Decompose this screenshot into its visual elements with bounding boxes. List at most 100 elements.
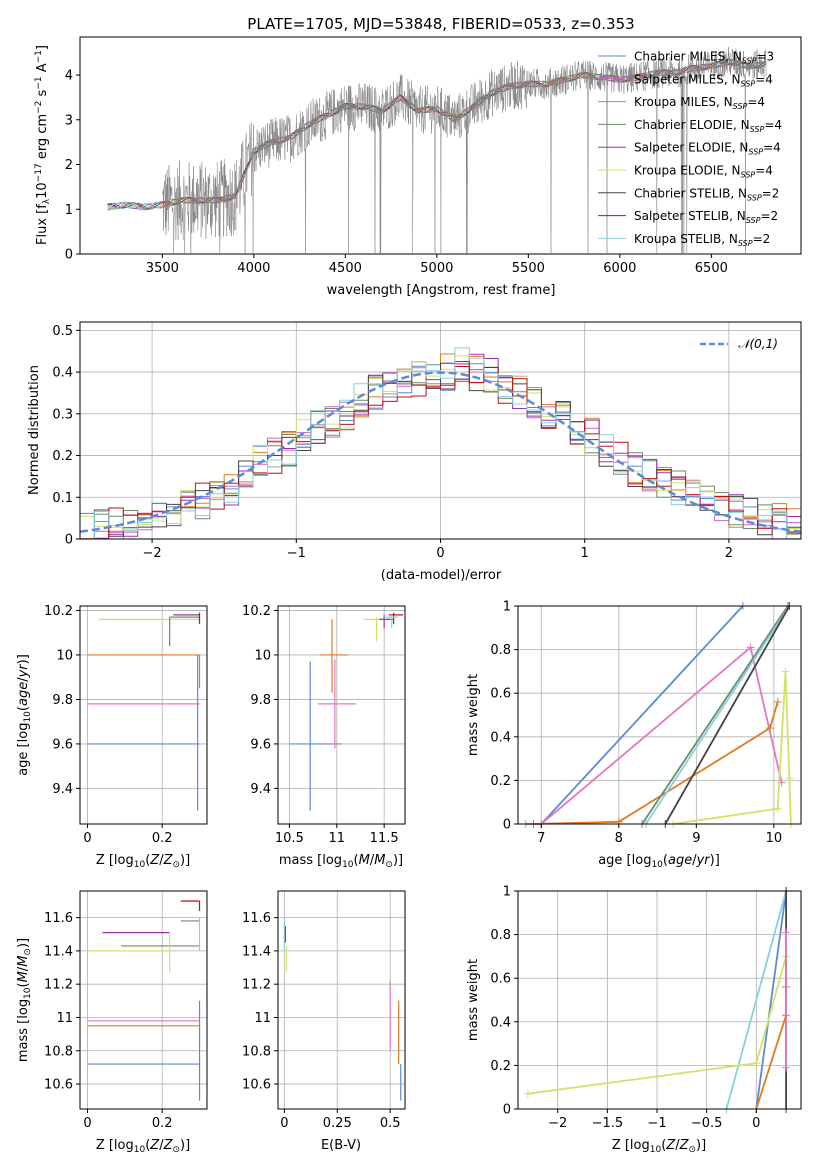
y-tick-label: 0.4 (490, 1015, 511, 1030)
y-tick-label: 1 (503, 885, 511, 900)
massweight-vs-age-ticks: 7 8 9 10 0 0.2 0.4 0.6 0.8 1 (490, 600, 782, 847)
figure-title: PLATE=1705, MJD=53848, FIBERID=0533, z=0… (247, 15, 634, 33)
x-tick-label: 1 (581, 546, 589, 561)
mass-vs-EBV-plot-area (283, 917, 402, 1101)
cumulative-weight-line (641, 605, 789, 825)
legend-label: Salpeter MILES, NSSP=4 (634, 72, 773, 88)
gaussian-curve (79, 371, 802, 533)
cumulative-weight-line (540, 605, 744, 825)
model-spectrum-blue-end (107, 200, 163, 211)
x-tick-label: 10.5 (275, 831, 304, 846)
y-tick-label: 0 (503, 1103, 511, 1118)
age-vs-mass-grid (278, 606, 405, 824)
y-tick-label: 11.2 (44, 978, 73, 993)
histogram-panel: −2 −1 0 1 2 0 0.1 0.2 0.3 0.4 0.5 (data-model)/err… (27, 321, 802, 583)
mass-vs-EBV-xlabel: E(B-V) (321, 1138, 361, 1153)
y-tick-label: 9.6 (52, 737, 73, 752)
y-tick-label: 1 (65, 203, 73, 218)
legend-label: Kroupa MILES, NSSP=4 (634, 95, 765, 111)
y-tick-label: 3 (65, 113, 73, 128)
massweight-vs-Z-ylabel: mass weight (466, 959, 481, 1041)
x-tick-label: 6000 (603, 261, 636, 276)
spectrum-panel: 3500 4000 4500 5000 5500 6000 6500 0 1 2 3 4 wavele… (34, 36, 802, 298)
histogram-legend: 𝒩(0,1) (700, 337, 778, 351)
x-tick-label: 4500 (329, 261, 362, 276)
y-tick-label: 10.6 (44, 1078, 73, 1093)
x-tick-label: 0 (436, 546, 444, 561)
y-tick-label: 9.8 (250, 693, 271, 708)
histogram-step (79, 366, 802, 540)
x-tick-label: 11 (328, 831, 345, 846)
age-vs-Z-axes-frame (79, 605, 208, 825)
massweight-vs-age-xlabel: age [log10(age/yr)] (598, 853, 720, 870)
spectrum-axes-frame (79, 36, 802, 255)
y-tick-label: 0.4 (52, 366, 73, 381)
legend-label: Kroupa STELIB, NSSP=2 (634, 232, 770, 248)
age-vs-mass-plot-area (289, 612, 404, 811)
legend-label: Salpeter STELIB, NSSP=2 (634, 209, 778, 225)
age-vs-mass-xlabel: mass [log10(M/M⊙)] (279, 853, 403, 870)
y-tick-label: 9.8 (52, 693, 73, 708)
x-tick-label: 9 (692, 831, 700, 846)
x-tick-label: 10 (766, 831, 783, 846)
age-vs-mass-axes-frame (277, 605, 406, 825)
y-tick-label: 10 (254, 648, 271, 663)
y-tick-label: 0.2 (490, 1059, 511, 1074)
x-tick-label: 11.5 (370, 831, 399, 846)
histogram-plot-area (79, 347, 802, 540)
mass-vs-Z-ylabel: mass [log10(M/M⊙)] (16, 938, 33, 1062)
y-tick-label: 9.4 (52, 782, 73, 797)
x-tick-label: 8 (615, 831, 623, 846)
y-tick-label: 11.4 (44, 944, 73, 959)
spectrum-ylabel: Flux [fλ10−17 erg cm−2 s−1 A−1] (34, 45, 52, 245)
massweight-vs-Z-plot-area (523, 887, 791, 1113)
y-tick-label: 0 (65, 248, 73, 263)
cumulative-weight-line (664, 605, 791, 825)
x-tick-label: 5500 (512, 261, 545, 276)
y-tick-label: 10.6 (242, 1078, 271, 1093)
mass-vs-Z-xlabel: Z [log10(Z/Z⊙)] (96, 1138, 190, 1155)
x-tick-label: −1.5 (592, 1116, 624, 1131)
mass-vs-Z-plot-area (87, 900, 201, 1101)
y-tick-label: 11.6 (44, 911, 73, 926)
y-tick-label: 0 (503, 818, 511, 833)
x-tick-label: −0.5 (691, 1116, 723, 1131)
cumulative-weight-line (645, 605, 791, 825)
y-tick-label: 0.8 (490, 928, 511, 943)
histogram-xlabel: (data-model)/error (381, 568, 502, 583)
legend-label: Chabrier STELIB, NSSP=2 (634, 186, 779, 202)
spectrum-xlabel: wavelength [Angstrom, rest frame] (327, 283, 556, 298)
y-tick-label: 11.4 (242, 944, 271, 959)
massweight-vs-age-ylabel: mass weight (466, 674, 481, 756)
y-tick-label: 10.2 (242, 604, 271, 619)
spectrum-legend: Chabrier MILES, NSSP=3 Salpeter MILES, NS… (598, 50, 782, 248)
spectrum-plot-area (107, 46, 767, 255)
x-tick-label: 0.5 (380, 1116, 401, 1131)
mass-vs-EBV-grid (278, 891, 405, 1109)
spectrum-ticks: 3500 4000 4500 5000 5500 6000 6500 0 1 2 3 4 (65, 69, 728, 276)
x-tick-label: −1 (647, 1116, 666, 1131)
age-vs-Z-ylabel: age [log10(age/yr)] (16, 654, 33, 776)
x-tick-label: −2 (548, 1116, 567, 1131)
y-tick-label: 1 (503, 600, 511, 615)
x-tick-label: 0.2 (152, 1116, 173, 1131)
x-tick-label: 2 (725, 546, 733, 561)
x-tick-label: 5000 (420, 261, 453, 276)
mass-vs-Z-grid (80, 891, 207, 1109)
y-tick-label: 2 (65, 158, 73, 173)
mass-vs-EBV-ticks: 0 0.25 0.5 10.6 10.8 11 11.2 11.4 11.6 (242, 911, 400, 1131)
y-tick-label: 0.3 (52, 407, 73, 422)
mass-vs-Z-axes-frame (79, 890, 208, 1110)
x-tick-label: 4000 (237, 261, 270, 276)
age-vs-Z-panel: 0 0.2 9.4 9.6 9.8 10 10.2 Z [log10(Z/Z⊙)] age … (16, 604, 208, 870)
y-tick-label: 10 (56, 648, 73, 663)
mass-vs-Z-panel: 0 0.2 10.6 10.8 11 11.2 11.4 11.6 Z [log10(Z/Z⊙… (16, 890, 208, 1155)
massweight-vs-Z-axes-frame (517, 890, 802, 1110)
cumulative-weight-line (755, 890, 787, 1110)
mass-vs-EBV-axes-frame (277, 890, 406, 1110)
y-tick-label: 10.8 (242, 1044, 271, 1059)
y-tick-label: 0.2 (490, 774, 511, 789)
y-tick-label: 0.6 (490, 687, 511, 702)
y-tick-label: 0.4 (490, 730, 511, 745)
